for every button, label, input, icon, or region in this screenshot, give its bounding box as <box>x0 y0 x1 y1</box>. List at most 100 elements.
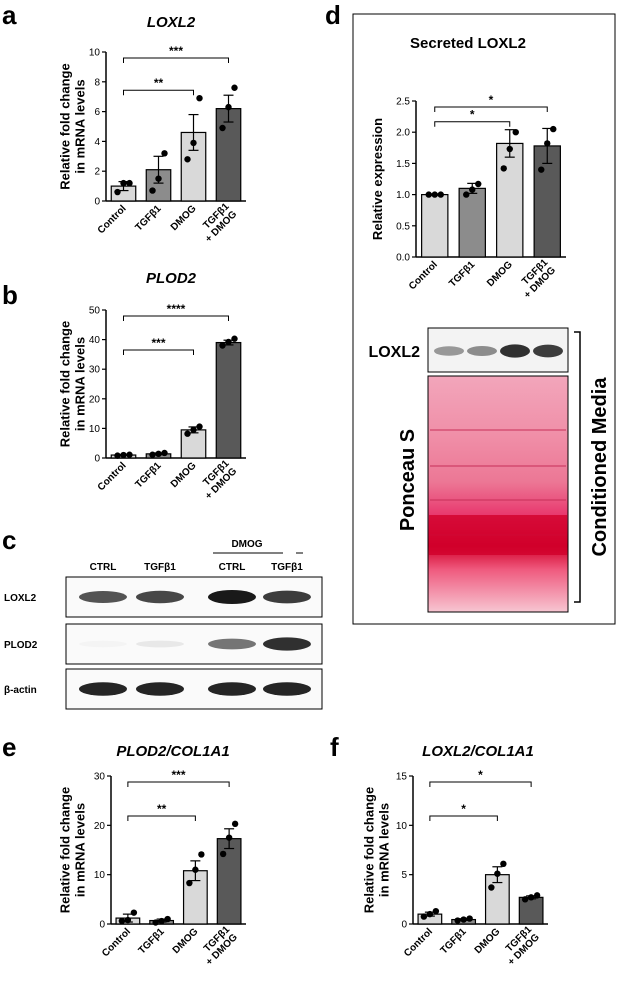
data-point <box>120 451 127 459</box>
secreted-blot-label: LOXL2 <box>368 344 420 361</box>
category-label: DMOG <box>171 926 201 956</box>
significance-bracket <box>434 106 548 112</box>
data-point <box>466 915 473 922</box>
category-label: TGFβ1 <box>133 203 163 233</box>
data-point <box>521 896 529 903</box>
bar <box>215 108 242 202</box>
y-tick-label: 0 <box>99 920 105 931</box>
bar <box>180 131 207 202</box>
data-point <box>431 191 438 198</box>
category-label: Control <box>96 203 129 236</box>
category-label: Control <box>407 259 440 292</box>
blot-band <box>79 640 127 648</box>
significance-label: *** <box>151 336 165 350</box>
data-point <box>155 450 162 458</box>
data-point <box>494 870 501 877</box>
significance-label: * <box>461 802 466 816</box>
data-point <box>190 139 197 147</box>
significance-bracket <box>123 57 229 63</box>
data-point <box>196 423 203 430</box>
y-tick-label: 2.0 <box>396 128 410 139</box>
bar <box>215 341 242 459</box>
data-point <box>161 449 168 457</box>
data-point <box>196 94 203 102</box>
significance-label: ** <box>154 76 164 90</box>
y-tick-label: 50 <box>89 306 101 317</box>
chart-secreted-loxl2: Secreted LOXL2 0.0 0.5 1.0 1.5 2.0 2.5 Relative… <box>370 35 566 301</box>
panel-letter-b: b <box>2 280 18 310</box>
category-label: Control <box>96 460 129 493</box>
y-tick-label: 15 <box>396 772 408 783</box>
data-point <box>120 179 127 187</box>
data-point <box>184 156 191 163</box>
panel-letter-a: a <box>2 0 17 30</box>
bar <box>533 145 561 258</box>
y-tick-label: 20 <box>94 821 106 832</box>
significance-label: *** <box>169 44 183 58</box>
category-label: DMOG <box>485 259 515 289</box>
significance-bracket <box>123 89 194 96</box>
blot-band <box>208 590 256 604</box>
secreted-blot-band <box>533 344 563 358</box>
bar <box>145 169 172 202</box>
significance-bracket <box>127 815 196 821</box>
data-point <box>149 451 156 458</box>
category-label: TGFβ1 <box>133 460 163 490</box>
data-point <box>114 452 121 459</box>
data-point <box>184 430 191 437</box>
y-axis-label: Relative expression <box>370 118 385 240</box>
data-point <box>152 919 159 926</box>
data-point <box>225 338 232 346</box>
blot-band <box>136 682 184 696</box>
category-label: TGFβ1+ DMOG <box>514 257 558 301</box>
data-point <box>500 860 507 868</box>
y-tick-label: 10 <box>94 870 106 881</box>
data-point <box>488 884 495 891</box>
significance-label: **** <box>167 302 186 316</box>
data-point <box>527 894 535 901</box>
conditioned-media-label: Conditioned Media <box>589 377 611 557</box>
y-tick-label: 0.5 <box>396 221 410 232</box>
significance-bracket <box>429 815 498 821</box>
y-tick-label: 0.0 <box>396 253 410 264</box>
significance-bracket <box>429 781 532 787</box>
panel-letter-e: e <box>2 732 16 762</box>
panel-letter-f: f <box>330 732 339 762</box>
blot-band <box>263 637 311 651</box>
data-point <box>126 179 133 187</box>
bar <box>421 194 449 258</box>
data-point <box>118 917 126 925</box>
chart-title: LOXL2 <box>147 14 196 31</box>
category-label: TGFβ1 <box>439 926 469 956</box>
y-axis-label: Relative fold changein mRNA levels <box>57 63 87 189</box>
significance-bracket <box>434 121 511 127</box>
blot-row-label: LOXL2 <box>4 593 37 604</box>
significance-bracket <box>123 315 229 321</box>
blot-lane-label: TGFβ1 <box>144 562 176 573</box>
y-tick-label: 20 <box>89 394 101 405</box>
data-point <box>164 915 171 923</box>
chart-plod2-col1a1: PLOD2/COL1A1 0 10 20 30 Relative fold changei… <box>57 743 246 968</box>
bar <box>458 187 486 258</box>
y-tick-label: 8 <box>94 77 100 88</box>
blot-lane-label: CTRL <box>219 562 246 573</box>
category-label: TGFβ1 <box>447 259 477 289</box>
category-label: TGFβ1+ DMOG <box>196 458 240 502</box>
y-axis-label: Relative fold changein mRNA levels <box>57 787 87 913</box>
significance-label: * <box>489 93 494 107</box>
category-label: TGFβ1+ DMOG <box>196 201 240 245</box>
data-point <box>432 907 440 915</box>
data-point <box>225 103 232 111</box>
data-point <box>124 916 132 924</box>
y-tick-label: 30 <box>94 772 106 783</box>
y-tick-label: 2.5 <box>396 97 410 108</box>
data-point <box>114 188 121 196</box>
data-point <box>219 342 226 349</box>
panel-letter-d: d <box>325 0 341 30</box>
y-tick-label: 10 <box>89 48 101 59</box>
category-label: TGFβ1+ DMOG <box>196 924 240 968</box>
blot-lane-label: CTRL <box>90 562 117 573</box>
y-tick-label: 40 <box>89 335 101 346</box>
